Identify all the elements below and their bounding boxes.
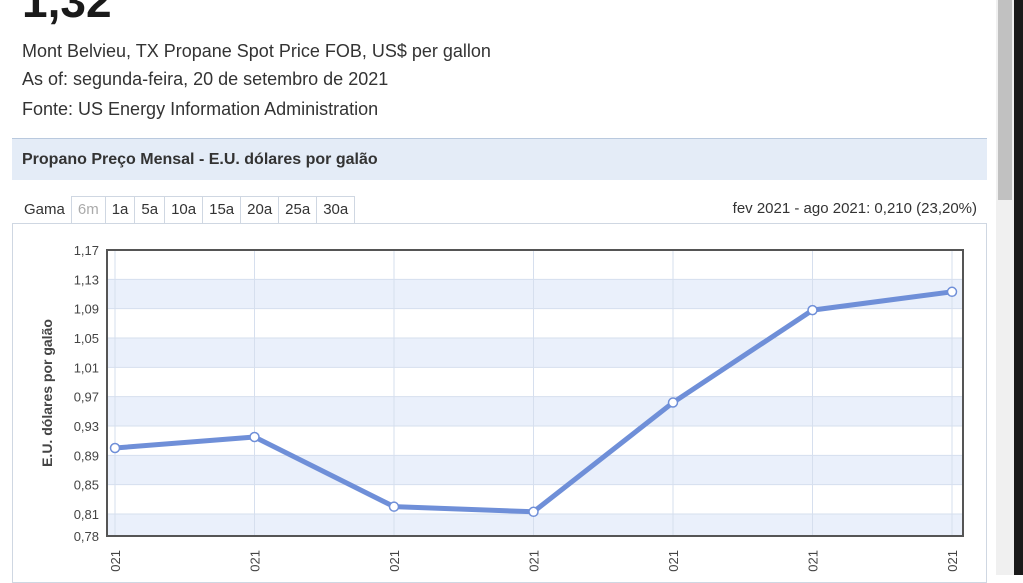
y-tick-label: 0,93 — [74, 419, 99, 434]
y-tick-label: 0,97 — [74, 390, 99, 405]
range-summary: fev 2021 - ago 2021: 0,210 (23,20%) — [732, 200, 977, 217]
y-tick-label: 1,05 — [74, 331, 99, 346]
range-button-25a[interactable]: 25a — [279, 196, 318, 224]
range-button-5a[interactable]: 5a — [135, 196, 166, 224]
data-point — [388, 501, 400, 512]
data-point — [528, 506, 539, 518]
data-point — [109, 442, 121, 454]
x-tick-label: 021 — [527, 550, 542, 572]
x-tick-label: 021 — [108, 550, 123, 572]
y-tick-label: 1,13 — [74, 272, 99, 287]
y-tick-label: 1,01 — [74, 360, 99, 375]
range-button-20a[interactable]: 20a — [241, 196, 280, 224]
grid-band — [107, 396, 963, 426]
y-tick-label: 0,81 — [74, 507, 99, 522]
y-tick-label: 1,17 — [74, 243, 99, 258]
window-edge — [1014, 0, 1023, 575]
y-tick-label: 0,89 — [74, 448, 99, 463]
x-tick-label: 021 — [248, 550, 263, 572]
price-title: Mont Belvieu, TX Propane Spot Price FOB,… — [22, 41, 491, 61]
range-button-15a[interactable]: 15a — [203, 196, 242, 224]
chart-section-title: Propano Preço Mensal - E.U. dólares por … — [12, 138, 987, 180]
range-button-6m: 6m — [70, 196, 106, 224]
grid-band — [107, 455, 963, 485]
grid-band — [107, 279, 963, 309]
x-tick-label: 021 — [666, 550, 681, 572]
data-point — [249, 431, 260, 443]
y-tick-label: 1,09 — [74, 302, 99, 317]
range-selector: Gama 6m 1a 5a 10a 15a 20a 25a 30a — [18, 196, 356, 224]
scrollbar-thumb[interactable] — [998, 0, 1012, 200]
data-point — [946, 286, 958, 298]
x-tick-label: 021 — [945, 550, 960, 572]
y-tick-label: 0,85 — [74, 478, 99, 493]
data-source: Fonte: US Energy Information Administrat… — [22, 99, 379, 119]
range-label: Gama — [24, 201, 65, 218]
data-point — [807, 304, 818, 316]
y-tick-label: 0,78 — [74, 529, 99, 544]
current-price: 1,32 — [22, 0, 112, 27]
grid-band — [107, 514, 963, 536]
range-button-10a[interactable]: 10a — [165, 196, 204, 224]
plot-border — [106, 249, 964, 537]
x-tick-label: 021 — [387, 550, 402, 572]
grid-band — [107, 338, 963, 368]
range-button-30a[interactable]: 30a — [317, 196, 356, 224]
as-of-date: As of: segunda-feira, 20 de setembro de … — [22, 69, 389, 89]
y-axis-title: E.U. dólares por galão — [39, 319, 55, 467]
x-tick-label: 021 — [806, 550, 821, 572]
range-button-1a[interactable]: 1a — [105, 196, 136, 224]
price-line-chart: 1,17 1,13 1,09 1,05 1,01 0,97 0,93 0,89 0,85 0,81… — [39, 243, 964, 572]
data-point — [667, 397, 679, 408]
